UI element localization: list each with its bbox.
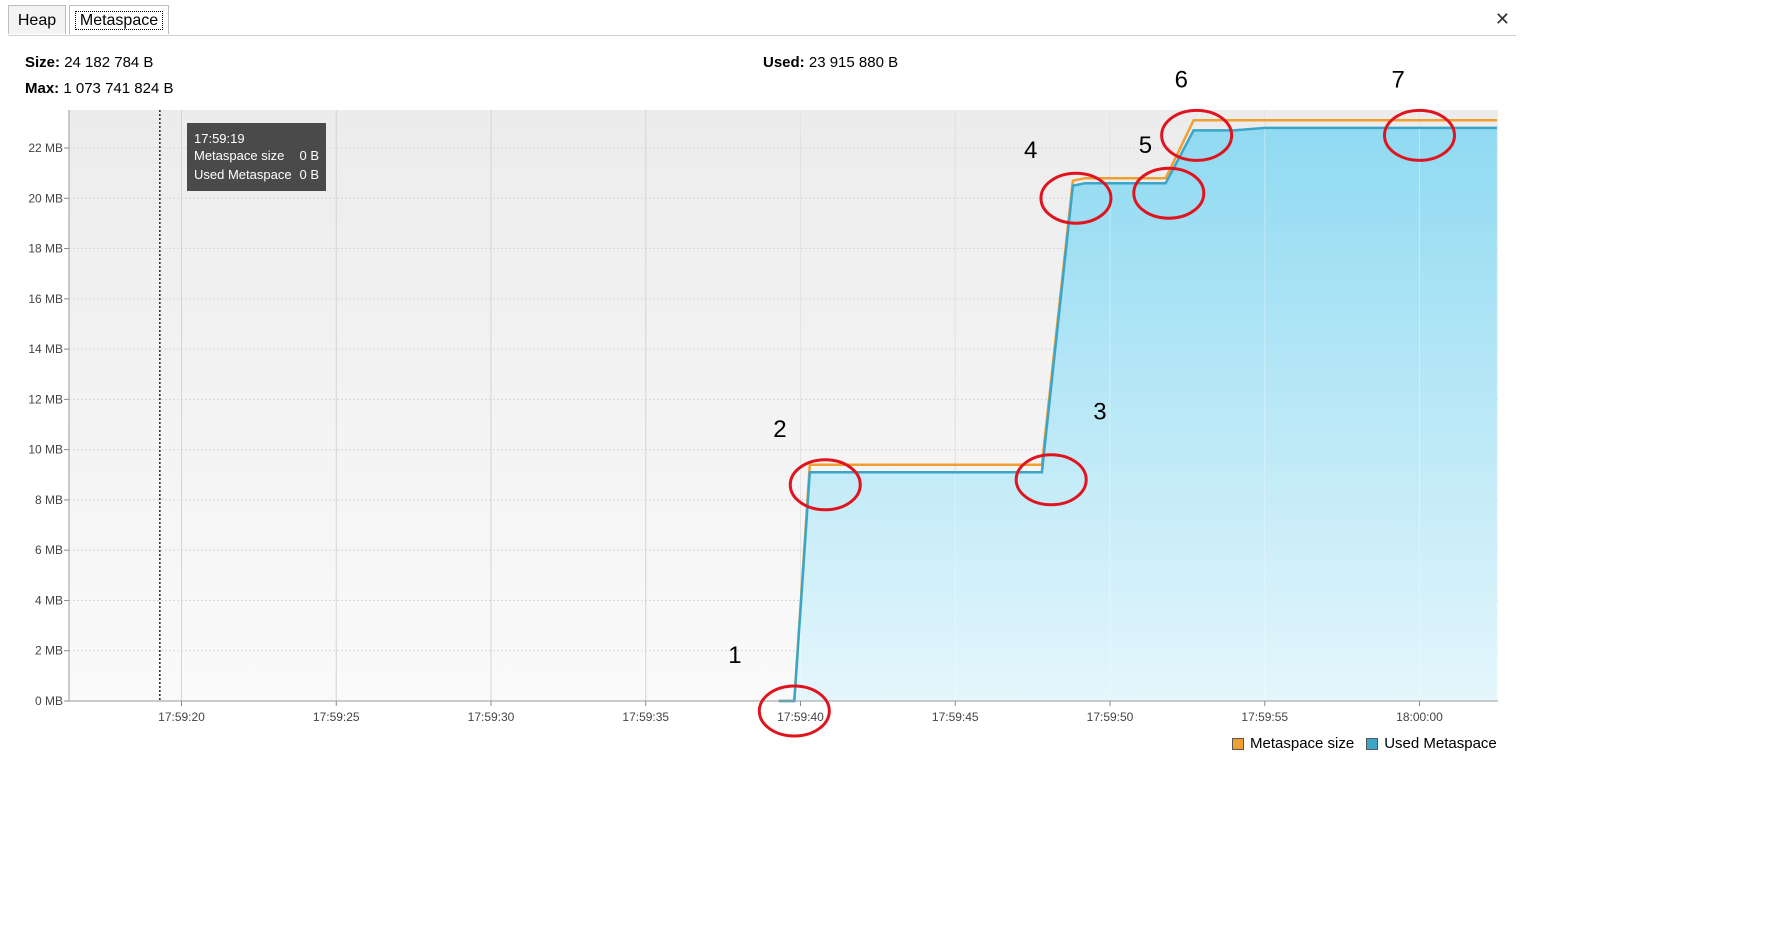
- annotation-circle: [1014, 453, 1088, 507]
- x-tick-label: 17:59:45: [932, 710, 979, 724]
- y-tick-label: 2 MB: [35, 644, 63, 658]
- y-tick-label: 8 MB: [35, 493, 63, 507]
- max-value: 1 073 741 824 B: [63, 80, 174, 97]
- annotation-circle: [1132, 166, 1206, 220]
- used-value: 23 915 880 B: [808, 54, 899, 71]
- tab-metaspace-label: Metaspace: [74, 11, 164, 30]
- close-icon[interactable]: ✕: [1494, 9, 1510, 29]
- tab-metaspace[interactable]: Metaspace: [69, 5, 169, 34]
- annotation-label: 1: [728, 642, 741, 669]
- legend-label: Used Metaspace: [1384, 735, 1497, 752]
- y-tick-label: 6 MB: [35, 543, 63, 557]
- y-tick-label: 18 MB: [28, 242, 63, 256]
- max-info: Max: 1 073 741 824 B: [25, 80, 173, 97]
- y-tick-label: 20 MB: [28, 191, 63, 205]
- legend-swatch: [1232, 737, 1244, 750]
- legend-item-used-metaspace[interactable]: Used Metaspace: [1366, 735, 1497, 752]
- x-tick-label: 17:59:20: [158, 710, 205, 724]
- tooltip-row: Metaspace size 0 B: [194, 146, 319, 165]
- chart-tooltip: 17:59:19 Metaspace size 0 B Used Metaspa…: [187, 123, 326, 191]
- chart-legend: Metaspace size Used Metaspace: [1232, 735, 1497, 752]
- y-tick-label: 4 MB: [35, 593, 63, 607]
- annotation-circle: [1160, 108, 1234, 162]
- y-tick-label: 10 MB: [28, 443, 63, 457]
- tooltip-value: 0 B: [299, 148, 319, 163]
- x-tick-label: 17:59:55: [1241, 710, 1288, 724]
- annotation-circle: [788, 458, 862, 512]
- tooltip-label: Used Metaspace: [194, 167, 292, 182]
- tooltip-row: Used Metaspace 0 B: [194, 165, 319, 184]
- used-info: Used: 23 915 880 B: [763, 54, 898, 71]
- x-tick-label: 17:59:40: [777, 710, 824, 724]
- legend-item-metaspace-size[interactable]: Metaspace size: [1232, 735, 1354, 752]
- annotation-label: 4: [1024, 137, 1037, 164]
- y-tick-label: 0 MB: [35, 694, 63, 708]
- max-label: Max:: [25, 80, 60, 97]
- tooltip-label: Metaspace size: [194, 148, 285, 163]
- x-tick-label: 18:00:00: [1396, 710, 1443, 724]
- tooltip-time: 17:59:19: [194, 131, 245, 146]
- y-tick-label: 22 MB: [28, 141, 63, 155]
- annotation-label: 5: [1139, 132, 1152, 159]
- legend-label: Metaspace size: [1250, 735, 1355, 752]
- annotation-label: 2: [773, 416, 786, 443]
- annotation-label: 7: [1392, 66, 1405, 93]
- size-label: Size:: [25, 54, 61, 71]
- tab-heap-label: Heap: [17, 12, 57, 29]
- y-tick-label: 16 MB: [28, 292, 63, 306]
- size-value: 24 182 784 B: [64, 54, 154, 71]
- size-info: Size: 24 182 784 B: [25, 54, 153, 71]
- x-tick-label: 17:59:25: [313, 710, 360, 724]
- x-tick-label: 17:59:50: [1087, 710, 1134, 724]
- x-tick-label: 17:59:35: [622, 710, 669, 724]
- tab-bar: Heap Metaspace ✕: [8, 5, 1516, 36]
- annotation-circle: [757, 684, 831, 738]
- annotation-circle: [1039, 171, 1113, 225]
- legend-swatch: [1366, 737, 1379, 750]
- tooltip-value: 0 B: [299, 167, 319, 182]
- used-metaspace-area: [778, 127, 1497, 701]
- used-metaspace-line: [778, 126, 1497, 703]
- annotation-circle: [1383, 108, 1456, 162]
- y-tick-label: 14 MB: [28, 342, 63, 356]
- annotation-label: 3: [1093, 399, 1106, 426]
- annotation-label: 6: [1175, 66, 1188, 93]
- used-label: Used:: [763, 54, 805, 71]
- y-tick-label: 12 MB: [28, 392, 63, 406]
- tab-heap[interactable]: Heap: [8, 5, 66, 34]
- x-tick-label: 17:59:30: [468, 710, 515, 724]
